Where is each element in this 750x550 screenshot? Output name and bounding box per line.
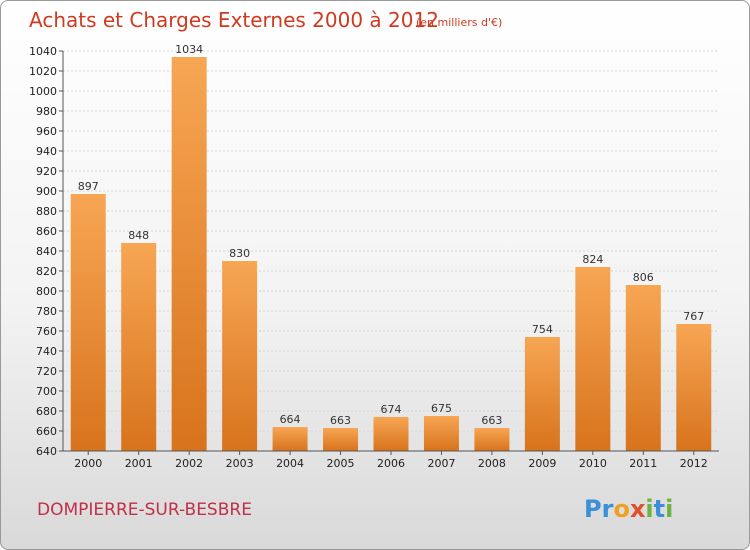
bar-2003 xyxy=(222,261,258,451)
x-tick-label: 2006 xyxy=(377,457,405,470)
data-label-2008: 663 xyxy=(481,414,502,427)
x-axis-ticks: 2000 2001 2002 2003 2004 2005 2006 2007 2008 2009… xyxy=(74,451,708,470)
y-tick-label: 660 xyxy=(36,425,57,438)
data-label-2005: 663 xyxy=(330,414,351,427)
x-tick-label: 2004 xyxy=(276,457,304,470)
bar-2006 xyxy=(373,417,409,451)
data-label-2009: 754 xyxy=(532,323,553,336)
data-label-2000: 897 xyxy=(78,180,99,193)
data-label-2004: 664 xyxy=(280,413,301,426)
y-tick-label: 780 xyxy=(36,305,57,318)
y-tick-label: 860 xyxy=(36,225,57,238)
y-tick-label: 880 xyxy=(36,205,57,218)
data-label-2001: 848 xyxy=(128,229,149,242)
x-tick-label: 2003 xyxy=(226,457,254,470)
bar-2010 xyxy=(575,267,611,451)
data-label-2012: 767 xyxy=(683,310,704,323)
data-label-2007: 675 xyxy=(431,402,452,415)
y-tick-label: 700 xyxy=(36,385,57,398)
y-tick-label: 820 xyxy=(36,265,57,278)
y-tick-label: 740 xyxy=(36,345,57,358)
data-label-2006: 674 xyxy=(381,403,402,416)
y-tick-label: 640 xyxy=(36,445,57,458)
logo-letter-r: r xyxy=(602,495,614,523)
x-tick-label: 2009 xyxy=(528,457,556,470)
bar-2002 xyxy=(171,57,207,451)
y-tick-label: 720 xyxy=(36,365,57,378)
data-label-2010: 824 xyxy=(582,253,603,266)
y-tick-label: 1000 xyxy=(29,85,57,98)
y-tick-label: 980 xyxy=(36,105,57,118)
bar-2001 xyxy=(121,243,157,451)
x-tick-label: 2011 xyxy=(629,457,657,470)
bar-2004 xyxy=(272,427,308,451)
y-tick-label: 1040 xyxy=(29,45,57,58)
x-tick-label: 2012 xyxy=(680,457,708,470)
grid-lines xyxy=(63,50,719,452)
logo-letter-t: t xyxy=(654,495,665,523)
x-tick-label: 2010 xyxy=(579,457,607,470)
bar-2009 xyxy=(524,337,560,451)
data-label-2011: 806 xyxy=(633,271,654,284)
y-tick-label: 680 xyxy=(36,405,57,418)
logo-letter-o: o xyxy=(613,495,630,523)
y-tick-label: 760 xyxy=(36,325,57,338)
commune-name: DOMPIERRE-SUR-BESBRE xyxy=(37,500,252,520)
proxiti-logo: Proxiti xyxy=(584,495,673,523)
chart-title: Achats et Charges Externes 2000 à 2012 xyxy=(29,8,439,32)
logo-letter-x: x xyxy=(630,495,646,523)
y-tick-label: 1020 xyxy=(29,65,57,78)
logo-letter-i2: i xyxy=(665,495,673,523)
logo-letter-p: P xyxy=(584,495,602,523)
x-tick-label: 2000 xyxy=(74,457,102,470)
y-axis-ticks: 640 660 680 700 720 740 760 780 800 820 840 860 880 9… xyxy=(29,45,63,458)
data-label-2003: 830 xyxy=(229,247,250,260)
y-tick-label: 900 xyxy=(36,185,57,198)
y-tick-label: 920 xyxy=(36,165,57,178)
chart-unit: (en milliers d'€) xyxy=(416,16,502,29)
x-tick-label: 2008 xyxy=(478,457,506,470)
y-tick-label: 940 xyxy=(36,145,57,158)
x-tick-label: 2005 xyxy=(327,457,355,470)
bar-2012 xyxy=(676,324,712,451)
y-tick-label: 960 xyxy=(36,125,57,138)
x-tick-label: 2007 xyxy=(427,457,455,470)
data-label-2002: 1034 xyxy=(175,43,203,56)
bar-2011 xyxy=(625,285,661,451)
bar-2008 xyxy=(474,428,510,451)
bars xyxy=(70,57,712,451)
svg-text:Proxiti: Proxiti xyxy=(584,495,673,523)
bar-2007 xyxy=(423,416,459,451)
data-labels: 897 848 1034 830 664 663 674 675 663 754 824 806 767 xyxy=(78,43,705,427)
bar-2000 xyxy=(70,194,106,451)
y-tick-label: 800 xyxy=(36,285,57,298)
bar-2005 xyxy=(323,428,359,451)
x-tick-label: 2002 xyxy=(175,457,203,470)
logo-letter-i1: i xyxy=(645,495,653,523)
x-tick-label: 2001 xyxy=(125,457,153,470)
y-tick-label: 840 xyxy=(36,245,57,258)
